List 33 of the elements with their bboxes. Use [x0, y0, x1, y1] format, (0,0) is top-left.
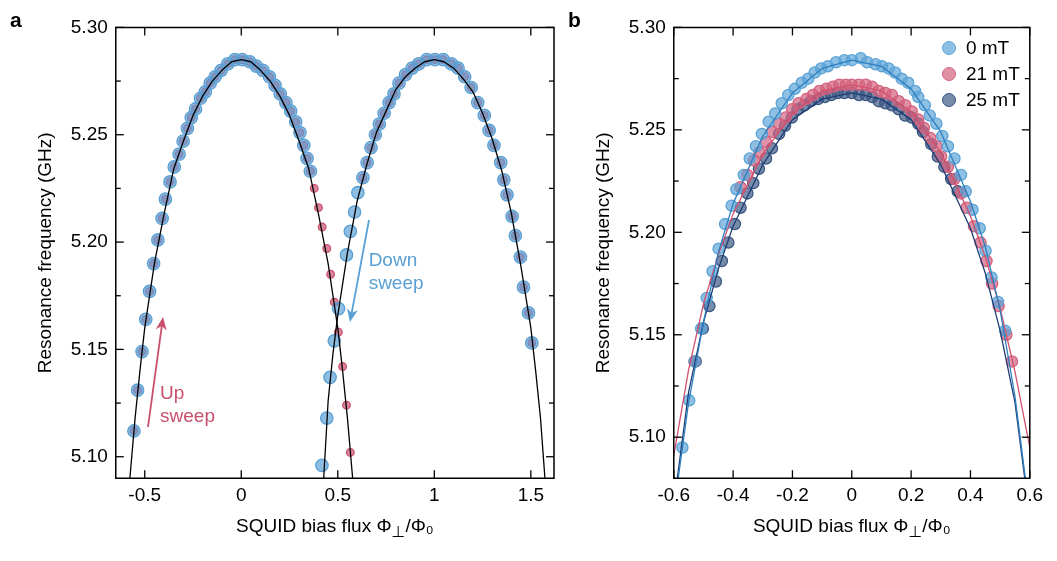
chart-title: b — [568, 8, 581, 32]
x-tick-label: 0 — [846, 483, 858, 505]
x-tick-label: 0.4 — [957, 483, 985, 505]
y-tick-label: 5.15 — [70, 337, 108, 359]
y-tick-label: 5.10 — [70, 444, 108, 466]
x-tick-label: -0.6 — [657, 483, 691, 505]
y-axis-title: Resonance frequency (GHz) — [33, 132, 55, 374]
x-tick-label: 0.5 — [324, 483, 351, 505]
y-tick-label: 5.20 — [628, 220, 666, 242]
x-tick-label: 1.5 — [517, 483, 545, 505]
annotation: Up sweep — [160, 382, 215, 428]
y-axis-title: Resonance frequency (GHz) — [591, 132, 613, 374]
legend-label: 0 mT — [965, 37, 1010, 60]
x-tick-label: 1 — [429, 483, 440, 505]
x-tick-label: -0.5 — [128, 483, 162, 505]
x-tick-label: 0.6 — [1016, 483, 1043, 505]
y-tick-label: 5.20 — [70, 230, 108, 252]
y-tick-label: 5.15 — [628, 323, 666, 344]
x-tick-label: -0.4 — [716, 483, 750, 505]
y-tick-label: 5.30 — [70, 15, 108, 37]
x-axis-title: SQUID bias flux Φ$_{⊥}$/Φ₀ — [751, 515, 952, 541]
x-axis-title: SQUID bias flux Φ$_{⊥}$/Φ₀ — [235, 515, 435, 541]
annotation: Down sweep — [368, 249, 424, 295]
chart-title: a — [10, 8, 22, 32]
x-tick-label: -0.2 — [776, 483, 809, 505]
legend-label: 21 mT — [965, 63, 1020, 86]
x-tick-label: 0 — [235, 483, 247, 505]
y-tick-label: 5.30 — [628, 15, 666, 37]
y-tick-label: 5.10 — [628, 425, 666, 447]
y-tick-label: 5.25 — [628, 118, 666, 140]
legend-label: 25 mT — [965, 89, 1020, 112]
x-tick-label: 0.2 — [897, 483, 925, 505]
y-tick-label: 5.25 — [70, 122, 108, 144]
